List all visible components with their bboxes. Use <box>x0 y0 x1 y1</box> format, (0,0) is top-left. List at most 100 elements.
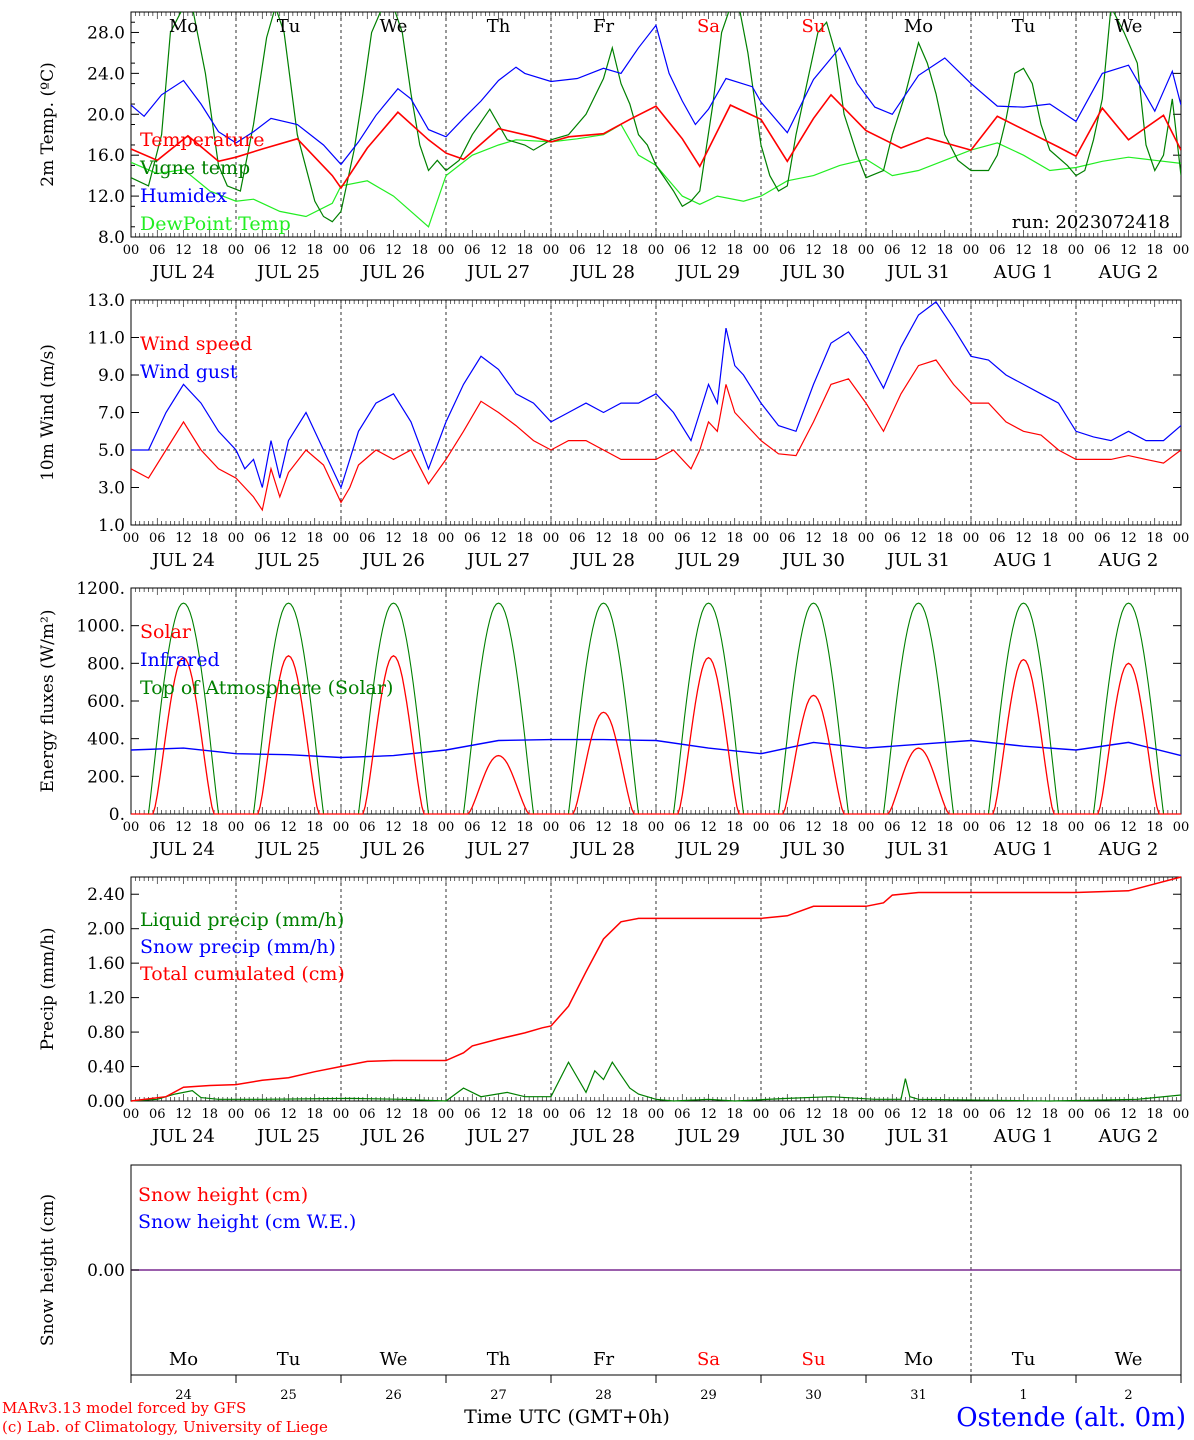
panel-frame <box>130 11 1182 238</box>
hour-label: 06 <box>989 820 1006 835</box>
date-label: JUL 26 <box>360 262 425 283</box>
date-label: JUL 30 <box>780 550 845 571</box>
hour-label: 06 <box>149 243 166 258</box>
date-label: JUL 26 <box>360 550 425 571</box>
hour-label: 06 <box>254 1107 271 1122</box>
hour-label: 12 <box>175 243 192 258</box>
hour-label: 12 <box>1120 820 1137 835</box>
hour-label: 06 <box>149 820 166 835</box>
hour-label: 00 <box>648 820 665 835</box>
legend-entry: Solar <box>140 621 192 643</box>
hour-label: 18 <box>1041 1107 1058 1122</box>
series-line-solar <box>131 655 1181 815</box>
hour-label: 06 <box>989 243 1006 258</box>
hour-label: 12 <box>1015 820 1032 835</box>
date-label: JUL 25 <box>255 839 320 860</box>
hour-label: 00 <box>333 243 350 258</box>
hour-label: 00 <box>1068 531 1085 546</box>
credit-line-2: (c) Lab. of Climatology, University of L… <box>2 1418 328 1436</box>
hour-label: 00 <box>648 531 665 546</box>
hour-label: 18 <box>936 531 953 546</box>
y-tick-label: 5.0 <box>98 441 125 461</box>
y-tick-label: 400. <box>87 730 125 750</box>
y-axis-label: 10m Wind (m/s) <box>38 344 58 481</box>
hour-label: 12 <box>700 243 717 258</box>
hour-label: 06 <box>674 1107 691 1122</box>
day-name: Mo <box>904 1349 933 1370</box>
date-label: JUL 29 <box>675 262 740 283</box>
hour-label: 12 <box>805 820 822 835</box>
series-line-humidex <box>131 23 1181 166</box>
day-name: Fr <box>593 16 614 37</box>
hour-label: 12 <box>1120 243 1137 258</box>
date-label: JUL 27 <box>465 1126 530 1147</box>
hour-label: 00 <box>123 531 140 546</box>
hour-label: 06 <box>779 531 796 546</box>
series-line-infrared <box>130 738 1182 759</box>
station-label: Ostende (alt. 0m) <box>956 1403 1186 1433</box>
date-label: AUG 2 <box>1098 1126 1159 1147</box>
hour-label: 12 <box>175 531 192 546</box>
legend-entry: Top of Atmosphere (Solar) <box>140 677 393 699</box>
hour-label: 18 <box>411 820 428 835</box>
y-tick-label: 0.80 <box>87 1023 125 1043</box>
day-name: Tu <box>1012 16 1036 37</box>
hour-label: 18 <box>516 531 533 546</box>
hour-label: 00 <box>648 1107 665 1122</box>
day-number: 1 <box>1019 1388 1027 1403</box>
hour-label: 12 <box>910 243 927 258</box>
hour-label: 06 <box>359 820 376 835</box>
day-number: 24 <box>175 1388 192 1403</box>
hour-label: 00 <box>438 820 455 835</box>
day-number: 29 <box>700 1388 717 1403</box>
hour-label: 12 <box>805 243 822 258</box>
day-name: Su <box>802 16 826 37</box>
hour-label: 12 <box>175 820 192 835</box>
hour-label: 18 <box>1041 243 1058 258</box>
hour-label: 06 <box>464 820 481 835</box>
run-annotation: run: 2023072418 <box>1012 212 1170 233</box>
date-label: JUL 29 <box>675 1126 740 1147</box>
hour-label: 18 <box>831 1107 848 1122</box>
date-label: JUL 25 <box>255 1126 320 1147</box>
hour-label: 00 <box>543 243 560 258</box>
date-label: AUG 1 <box>993 839 1054 860</box>
hour-label: 00 <box>858 531 875 546</box>
hour-label: 06 <box>989 1107 1006 1122</box>
day-name: We <box>380 1349 408 1370</box>
y-axis-label: 2m Temp. (ºC) <box>38 62 58 187</box>
day-name: Tu <box>277 1349 301 1370</box>
hour-label: 00 <box>1173 531 1190 546</box>
hour-label: 18 <box>201 243 218 258</box>
y-tick-label: 2.00 <box>87 920 125 940</box>
y-tick-label: 1000. <box>76 617 125 637</box>
hour-label: 18 <box>831 820 848 835</box>
hour-label: 12 <box>1015 531 1032 546</box>
series-line-wind-gust <box>131 301 1182 490</box>
hour-label: 18 <box>411 1107 428 1122</box>
date-label: JUL 28 <box>570 839 635 860</box>
hour-label: 18 <box>726 1107 743 1122</box>
hour-label: 12 <box>490 531 507 546</box>
y-tick-label: 13.0 <box>87 291 125 311</box>
day-name: Fr <box>593 1349 614 1370</box>
date-label: JUL 24 <box>150 550 215 571</box>
legend-entry: Snow precip (mm/h) <box>140 936 336 958</box>
hour-label: 00 <box>858 1107 875 1122</box>
date-label: AUG 2 <box>1098 550 1159 571</box>
day-number: 26 <box>385 1388 402 1403</box>
y-tick-label: 16.0 <box>87 146 125 166</box>
day-name: Sa <box>697 1349 720 1370</box>
day-name: Mo <box>169 1349 198 1370</box>
hour-label: 06 <box>884 531 901 546</box>
hour-label: 18 <box>1041 820 1058 835</box>
hour-label: 12 <box>175 1107 192 1122</box>
y-tick-label: 2.40 <box>87 885 125 905</box>
hour-label: 12 <box>700 820 717 835</box>
hour-label: 12 <box>700 1107 717 1122</box>
hour-label: 06 <box>464 531 481 546</box>
hour-label: 18 <box>936 820 953 835</box>
date-label: JUL 27 <box>465 550 530 571</box>
hour-label: 12 <box>385 820 402 835</box>
date-label: JUL 29 <box>675 839 740 860</box>
